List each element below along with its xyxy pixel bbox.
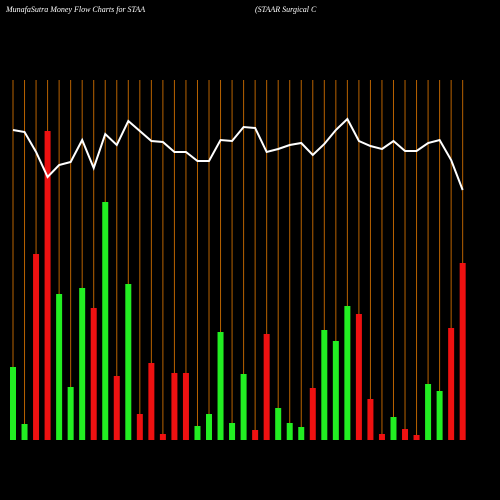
bar — [263, 334, 270, 440]
bar — [229, 423, 236, 440]
bar — [102, 202, 109, 440]
chart-title: MunafaSutra Money Flow Charts for STAA — [5, 5, 145, 14]
bar — [309, 388, 316, 440]
bar — [44, 131, 51, 440]
bar — [367, 399, 374, 440]
price-line — [12, 117, 464, 191]
bar — [148, 363, 155, 440]
bar — [402, 429, 409, 440]
bar — [286, 423, 293, 440]
bar — [171, 373, 178, 440]
bar — [113, 376, 120, 440]
bar — [67, 387, 74, 440]
bar — [252, 430, 259, 440]
bar — [182, 373, 189, 440]
bar — [344, 306, 351, 440]
bar — [390, 417, 397, 440]
bar — [56, 294, 63, 440]
bar — [206, 414, 213, 440]
bar — [378, 434, 385, 440]
bar — [159, 434, 166, 440]
bar — [459, 263, 466, 440]
bar — [79, 288, 86, 440]
bar — [194, 426, 201, 440]
bar — [275, 408, 282, 440]
bar — [136, 414, 143, 440]
bar — [240, 374, 247, 440]
bar — [413, 435, 420, 440]
bar — [217, 332, 224, 440]
bar — [298, 427, 305, 440]
bar — [448, 328, 455, 440]
bar — [33, 254, 40, 440]
bar — [332, 341, 339, 440]
chart-subtitle: (STAAR Surgical C — [255, 5, 317, 14]
bar — [321, 330, 328, 440]
bar — [90, 308, 97, 440]
bar — [125, 284, 132, 440]
bar — [425, 384, 432, 440]
bar — [10, 367, 16, 440]
bar — [436, 391, 443, 440]
bar — [21, 424, 28, 440]
bar — [355, 314, 362, 440]
